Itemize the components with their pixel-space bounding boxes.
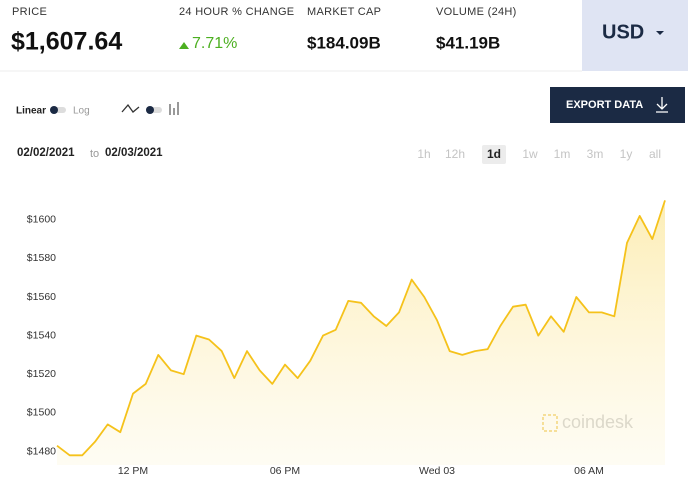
range-label: 12h — [445, 147, 465, 161]
range-button[interactable]: 3m — [587, 147, 604, 161]
range-button[interactable]: 1y — [620, 147, 633, 161]
plot: $1480 $1500 $1520 $1540 $1560 $1580 $1600 12 PM… — [27, 200, 666, 477]
toggle-knob — [50, 106, 58, 114]
range-selected-bg — [482, 145, 506, 164]
date-sep: to — [90, 148, 99, 160]
range-label: 1w — [522, 147, 538, 161]
range-buttons: 1h 12h 1d 1w 1m 3m 1y all — [417, 145, 661, 164]
range-button[interactable]: 12h — [445, 147, 465, 161]
y-tick-label: $1520 — [27, 368, 56, 380]
currency: USD — [602, 21, 644, 43]
line-icon — [121, 103, 140, 113]
price-label: PRICE — [12, 6, 47, 18]
download-icon — [656, 97, 668, 113]
market-cap-label: MARKET CAP — [307, 6, 381, 18]
line — [56, 200, 666, 457]
toggle-knob — [146, 106, 154, 114]
volume: $41.19B — [436, 33, 500, 52]
y-tick-label: $1560 — [27, 291, 56, 303]
x-tick-label: 06 AM — [574, 465, 604, 477]
range-label: 1d — [487, 147, 501, 161]
y-tick-label: $1480 — [27, 445, 56, 457]
change: 7.71% — [192, 35, 237, 52]
range-label: 1y — [620, 147, 633, 161]
market-cap: $184.09B — [307, 33, 381, 52]
range-button[interactable]: 1d — [482, 145, 506, 164]
export-label: EXPORT DATA — [566, 99, 643, 111]
volume-label: VOLUME (24H) — [436, 6, 517, 18]
currency-button[interactable]: USD — [582, 0, 688, 71]
range-label: all — [649, 147, 661, 161]
y-tick-label: $1500 — [27, 407, 56, 419]
y-tick-label: $1540 — [27, 329, 56, 341]
chart-type-toggle[interactable] — [121, 102, 179, 115]
range-button[interactable]: 1m — [554, 147, 571, 161]
x-tick-label: 12 PM — [118, 465, 148, 477]
price: $1,607.64 — [11, 28, 122, 56]
currency-bg — [582, 0, 688, 71]
x-tick-label: Wed 03 — [419, 465, 455, 477]
bar-icon — [169, 102, 179, 115]
change-label: 24 HOUR % CHANGE — [179, 6, 294, 18]
range-button[interactable]: 1h — [417, 147, 430, 161]
up-arrow — [179, 42, 189, 49]
export-button[interactable]: EXPORT DATA — [550, 87, 685, 123]
range-button[interactable]: all — [649, 147, 661, 161]
date-to: 02/03/2021 — [105, 147, 163, 159]
y-tick-label: $1600 — [27, 214, 56, 226]
range-label: 1m — [554, 147, 571, 161]
caret — [656, 31, 664, 35]
range-label: 3m — [587, 147, 604, 161]
range-label: 1h — [417, 147, 430, 161]
area — [57, 200, 665, 465]
date-from: 02/02/2021 — [17, 147, 75, 159]
y-tick-label: $1580 — [27, 252, 56, 264]
linear-label: Linear — [16, 106, 46, 117]
x-tick-label: 06 PM — [270, 465, 300, 477]
range-button[interactable]: 1w — [522, 147, 538, 161]
scale-toggle[interactable]: Linear Log — [16, 106, 90, 117]
log-label: Log — [73, 106, 90, 117]
